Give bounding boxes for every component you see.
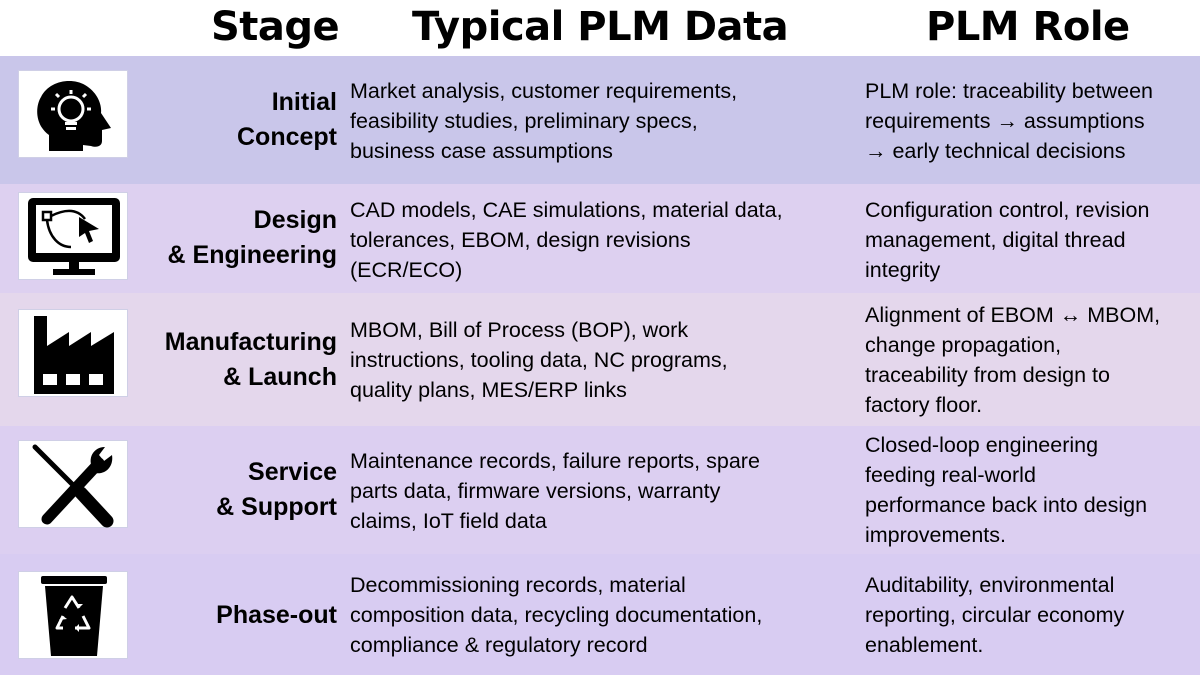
role-line: Auditability, environmental — [865, 573, 1115, 597]
role-line: Alignment of EBOM ↔ MBOM, — [865, 303, 1161, 327]
plm-data-cell: CAD models, CAE simulations, material da… — [350, 195, 850, 285]
role-line: → early technical decisions — [865, 139, 1126, 163]
table-row-phase-out: Phase-out Decommissioning records, mater… — [0, 554, 1200, 675]
role-line: factory floor. — [865, 393, 983, 417]
table-row-design-engineering: Design & Engineering CAD models, CAE sim… — [0, 184, 1200, 293]
stage-label: Initial Concept — [237, 85, 337, 155]
role-line: Configuration control, revision — [865, 198, 1150, 222]
data-line: Decommissioning records, material — [350, 573, 686, 597]
role-line: requirements → assumptions — [865, 109, 1145, 133]
plm-data-cell: Maintenance records, failure reports, sp… — [350, 446, 850, 536]
data-line: (ECR/ECO) — [350, 258, 463, 282]
data-line: feasibility studies, preliminary specs, — [350, 109, 698, 133]
cad-monitor-icon — [18, 192, 128, 280]
role-line: PLM role: traceability between — [865, 79, 1154, 103]
plm-data-cell: Decommissioning records, material compos… — [350, 570, 850, 660]
idea-head-icon — [18, 70, 128, 158]
stage-line: Service — [248, 458, 337, 486]
role-line: management, digital thread — [865, 228, 1126, 252]
plm-role-cell: PLM role: traceability between requireme… — [865, 76, 1195, 166]
table-row-manufacturing-launch: Manufacturing & Launch MBOM, Bill of Pro… — [0, 293, 1200, 426]
stage-label: Phase-out — [216, 598, 337, 633]
data-line: quality plans, MES/ERP links — [350, 378, 627, 402]
plm-data-cell: Market analysis, customer requirements, … — [350, 76, 850, 166]
role-line: feeding real-world — [865, 463, 1036, 487]
plm-role-cell: Closed-loop engineering feeding real-wor… — [865, 430, 1195, 550]
factory-icon — [18, 309, 128, 397]
stage-line: Concept — [237, 123, 337, 151]
stage-line: & Support — [216, 493, 337, 521]
data-line: instructions, tooling data, NC programs, — [350, 348, 728, 372]
data-line: Market analysis, customer requirements, — [350, 79, 738, 103]
header-typical-plm-data: Typical PLM Data — [412, 4, 789, 50]
stage-line: & Launch — [223, 363, 337, 391]
stage-line: & Engineering — [167, 241, 337, 269]
data-line: composition data, recycling documentatio… — [350, 603, 763, 627]
role-line: enablement. — [865, 633, 984, 657]
stage-line: Phase-out — [216, 601, 337, 629]
table-row-service-support: Service & Support Maintenance records, f… — [0, 426, 1200, 554]
wrench-screwdriver-icon — [18, 440, 128, 528]
role-line: reporting, circular economy — [865, 603, 1125, 627]
role-line: traceability from design to — [865, 363, 1110, 387]
table-header: Stage Typical PLM Data PLM Role — [0, 0, 1200, 56]
data-line: CAD models, CAE simulations, material da… — [350, 198, 783, 222]
data-line: Maintenance records, failure reports, sp… — [350, 449, 760, 473]
recycle-bin-icon — [18, 571, 128, 659]
header-plm-role: PLM Role — [926, 4, 1130, 50]
data-line: tolerances, EBOM, design revisions — [350, 228, 691, 252]
data-line: claims, IoT field data — [350, 509, 547, 533]
header-stage: Stage — [211, 4, 340, 50]
stage-line: Design — [253, 206, 337, 234]
stage-label: Manufacturing & Launch — [165, 325, 337, 395]
stage-line: Initial — [271, 88, 337, 116]
stage-label: Service & Support — [216, 455, 337, 525]
role-line: performance back into design — [865, 493, 1148, 517]
plm-role-cell: Configuration control, revision manageme… — [865, 195, 1195, 285]
data-line: MBOM, Bill of Process (BOP), work — [350, 318, 689, 342]
role-line: improvements. — [865, 523, 1006, 547]
role-line: Closed-loop engineering — [865, 433, 1099, 457]
plm-role-cell: Alignment of EBOM ↔ MBOM, change propaga… — [865, 300, 1195, 420]
role-line: change propagation, — [865, 333, 1062, 357]
plm-role-cell: Auditability, environmental reporting, c… — [865, 570, 1195, 660]
stage-line: Manufacturing — [164, 328, 337, 356]
data-line: business case assumptions — [350, 139, 613, 163]
table-row-initial-concept: Initial Concept Market analysis, custome… — [0, 56, 1200, 184]
role-line: integrity — [865, 258, 941, 282]
data-line: compliance & regulatory record — [350, 633, 648, 657]
plm-data-cell: MBOM, Bill of Process (BOP), work instru… — [350, 315, 850, 405]
stage-label: Design & Engineering — [168, 203, 337, 273]
data-line: parts data, firmware versions, warranty — [350, 479, 721, 503]
